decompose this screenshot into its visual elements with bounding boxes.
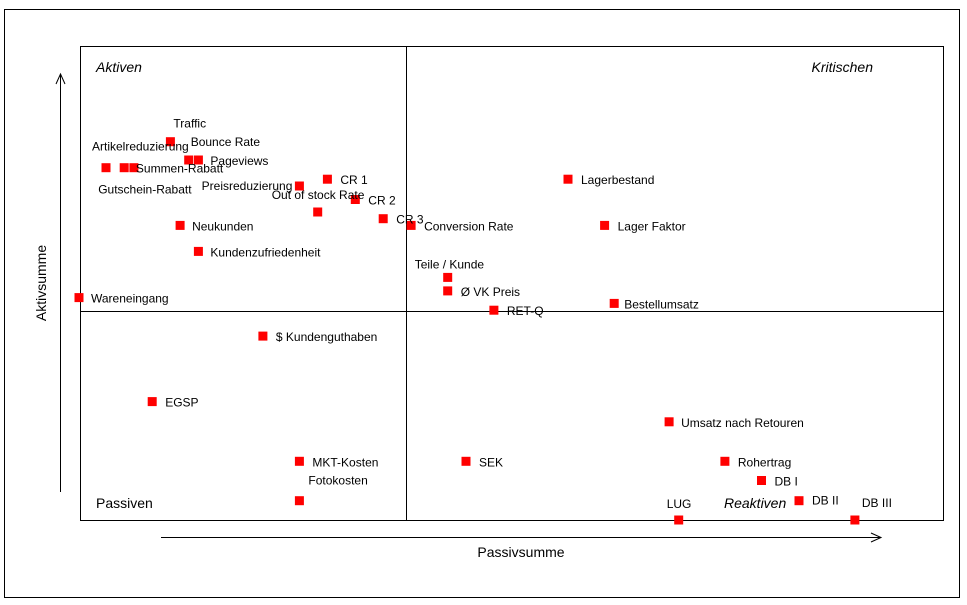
point-marker-gutschein-rabatt bbox=[119, 163, 129, 173]
point-label-db-iii: DB III bbox=[862, 496, 892, 510]
point-label-mkt-kosten: MKT-Kosten bbox=[312, 455, 378, 469]
y-axis-label: Aktivsumme bbox=[33, 245, 49, 321]
point-label-fotokosten: Fotokosten bbox=[308, 474, 367, 488]
quadrant-label-bottom-left: Passiven bbox=[96, 495, 153, 511]
point-label-conversion-rate: Conversion Rate bbox=[424, 219, 514, 233]
point-marker-cr-1 bbox=[322, 174, 332, 184]
point-label-db-ii: DB II bbox=[812, 494, 839, 508]
point-label-umsatz-nach-retouren: Umsatz nach Retouren bbox=[681, 416, 804, 430]
point-marker-db-i bbox=[757, 476, 766, 485]
point-label-ret-q: RET-Q bbox=[507, 304, 544, 318]
point-label-bounce-rate: Bounce Rate bbox=[191, 135, 261, 149]
point-label-lug: LUG bbox=[667, 497, 692, 511]
point-label-kundenguthaben: $ Kundenguthaben bbox=[276, 330, 377, 344]
point-label-traffic: Traffic bbox=[173, 117, 206, 131]
point-label-teile-kunde: Teile / Kunde bbox=[415, 257, 485, 271]
point-marker-umsatz-nach-retouren bbox=[664, 417, 674, 427]
point-marker-sek bbox=[461, 456, 471, 466]
point-label-neukunden: Neukunden bbox=[192, 219, 253, 233]
point-marker-bounce-rate bbox=[184, 155, 194, 165]
point-label-egsp: EGSP bbox=[165, 396, 198, 410]
point-marker-lagerbestand bbox=[563, 174, 573, 184]
point-label-db-i: DB I bbox=[775, 475, 798, 489]
point-marker-lager-faktor bbox=[600, 220, 610, 230]
x-axis-arrow bbox=[161, 532, 883, 543]
point-marker-rohertrag bbox=[720, 456, 730, 466]
point-marker-pageviews bbox=[193, 155, 203, 165]
point-marker-kundenguthaben bbox=[258, 331, 268, 341]
point-marker-summen-rabatt bbox=[129, 163, 139, 173]
point-label-cr-2: CR 2 bbox=[368, 194, 396, 208]
point-marker-conversion-rate bbox=[406, 220, 416, 230]
point-label-artikelreduzierung: Artikelreduzierung bbox=[92, 140, 189, 154]
quadrant-label-top-right: Kritischen bbox=[812, 59, 874, 75]
point-label-kundenzufriedenheit: Kundenzufriedenheit bbox=[210, 245, 321, 259]
point-markers bbox=[74, 137, 860, 525]
point-marker-kundenzufriedenheit bbox=[193, 246, 203, 256]
point-marker-mkt-kosten bbox=[294, 456, 304, 466]
point-label-lagerbestand: Lagerbestand bbox=[581, 173, 654, 187]
point-marker-vk-preis bbox=[443, 286, 453, 296]
point-marker-bestellumsatz bbox=[609, 298, 619, 308]
point-marker-traffic bbox=[165, 137, 175, 147]
point-marker-teile-kunde bbox=[443, 272, 453, 282]
point-label-bestellumsatz: Bestellumsatz bbox=[624, 297, 699, 311]
point-marker-db-iii bbox=[850, 515, 860, 525]
point-marker-ret-q bbox=[489, 305, 499, 315]
point-label-preisreduzierung: Preisreduzierung bbox=[202, 179, 293, 193]
point-marker-out-of-stock-rate bbox=[313, 207, 323, 217]
x-axis-label: Passivsumme bbox=[477, 544, 564, 560]
point-marker-cr-3 bbox=[378, 214, 388, 224]
point-label-rohertrag: Rohertrag bbox=[738, 455, 791, 469]
quadrant-label-top-left: Aktiven bbox=[95, 59, 142, 75]
chart-frame bbox=[4, 9, 960, 598]
point-marker-neukunden bbox=[175, 220, 185, 230]
point-marker-egsp bbox=[147, 397, 157, 407]
y-axis-arrow bbox=[55, 72, 66, 492]
point-marker-db-ii bbox=[794, 496, 804, 506]
point-label-pageviews: Pageviews bbox=[210, 154, 268, 168]
plot-area bbox=[80, 46, 944, 521]
point-label-gutschein-rabatt: Gutschein-Rabatt bbox=[98, 183, 192, 197]
point-marker-wareneingang bbox=[74, 293, 84, 303]
point-marker-lug bbox=[674, 515, 684, 525]
point-label-summen-rabatt: Summen-Rabatt bbox=[136, 162, 224, 176]
quadrant-label-bottom-right: Reaktiven bbox=[724, 495, 786, 511]
point-label-lager-faktor: Lager Faktor bbox=[618, 219, 686, 233]
point-marker-preisreduzierung bbox=[294, 181, 304, 191]
point-label-cr-3: CR 3 bbox=[396, 213, 424, 227]
point-label-out-of-stock-rate: Out of stock Rate bbox=[272, 188, 365, 202]
point-label-wareneingang: Wareneingang bbox=[91, 292, 169, 306]
point-label-cr-1: CR 1 bbox=[340, 173, 368, 187]
point-marker-cr-2 bbox=[350, 195, 360, 204]
point-marker-artikelreduzierung bbox=[101, 163, 111, 173]
point-label-vk-preis: Ø VK Preis bbox=[461, 285, 520, 299]
point-label-sek: SEK bbox=[479, 455, 503, 469]
point-labels: Traffic Bounce Rate Pageviews Artikelreduzi… bbox=[91, 117, 892, 511]
point-marker-fotokosten bbox=[294, 496, 304, 506]
